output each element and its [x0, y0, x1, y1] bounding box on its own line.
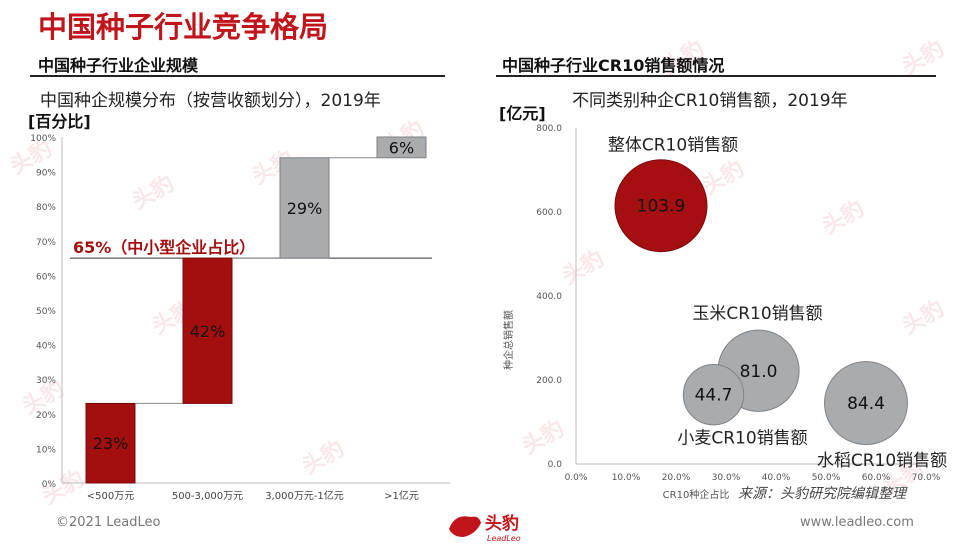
bubble: [824, 361, 908, 446]
waterfall-bar: [182, 257, 233, 404]
waterfall-chart: 23% 42% 29% 6% 0% 10% 20% 30% 40% 50% 60% 70% 80% 90…: [30, 134, 450, 502]
bubble: [682, 364, 745, 426]
bubble-x-tick: 50.0%: [812, 473, 841, 483]
leadleo-logo: 头豹 LeadLeo: [445, 505, 535, 549]
left-section-title: 中国种子行业企业规模: [38, 56, 199, 75]
bubble-xlabel: CR10种企占比: [663, 488, 730, 501]
waterfall-x-tick: 500-3,000万元: [172, 491, 243, 502]
bubble: [614, 159, 708, 253]
waterfall-y-tick: 60%: [36, 272, 56, 282]
bubble-x-tick: 60.0%: [862, 473, 891, 483]
waterfall-bar: [376, 136, 427, 159]
bubble-y-tick: 600.0: [536, 208, 562, 218]
waterfall-x-tick: >1亿元: [384, 489, 419, 502]
bubble-name-label: 玉米CR10销售额: [692, 304, 822, 324]
bubble-x-tick: 40.0%: [762, 473, 791, 483]
bubble-name-label: 小麦CR10销售额: [677, 429, 807, 449]
waterfall-y-tick: 80%: [36, 203, 56, 213]
bubble-y-tick: 0.0: [548, 460, 563, 470]
waterfall-x-tick: 3,000万元-1亿元: [265, 489, 344, 502]
leopard-icon: [449, 516, 481, 537]
right-chart-subtitle: 不同类别种企CR10销售额，2019年: [572, 91, 848, 111]
watermark-text: 头豹: [897, 36, 949, 80]
bubble-value-label: 81.0: [740, 362, 778, 382]
source-note: 来源：头豹研究院编辑整理: [738, 486, 906, 502]
right-section-rule: [496, 75, 936, 77]
waterfall-y-tick: 70%: [36, 238, 56, 248]
left-chart-unit: [百分比]: [28, 112, 91, 131]
left-chart-subtitle: 中国种企规模分布（按营收额划分），2019年: [40, 91, 381, 111]
waterfall-y-tick: 10%: [36, 445, 56, 455]
bubble-x-tick: 10.0%: [612, 473, 641, 483]
right-chart-unit: [亿元]: [499, 104, 546, 123]
bubble-x-tick: 20.0%: [662, 473, 691, 483]
waterfall-bar: [85, 402, 136, 484]
bubble-value-label: 103.9: [637, 197, 686, 217]
bubble-x-tick: 70.0%: [912, 473, 941, 483]
bubble-value-label: 44.7: [695, 386, 733, 406]
bubble-y-tick: 400.0: [536, 292, 562, 302]
bubble-y-tick: 200.0: [536, 376, 562, 386]
waterfall-bar: [279, 157, 330, 259]
bubble-y-tick: 800.0: [536, 124, 562, 134]
bubble-x-tick: 30.0%: [712, 473, 741, 483]
waterfall-data-label: 6%: [389, 138, 414, 157]
bubble-name-label: 水稻CR10销售额: [817, 451, 947, 471]
waterfall-y-tick: 100%: [30, 134, 56, 144]
waterfall-y-tick: 30%: [36, 376, 56, 386]
waterfall-y-tick: 20%: [36, 411, 56, 421]
bubble-value-label: 84.4: [847, 394, 885, 414]
page-title: 中国种子行业竞争格局: [38, 10, 329, 44]
waterfall-x-tick: <500万元: [87, 491, 134, 502]
waterfall-y-tick: 50%: [36, 307, 56, 317]
waterfall-data-label: 42%: [190, 322, 226, 341]
waterfall-y-tick: 40%: [36, 342, 56, 352]
bubble-name-label: 整体CR10销售额: [608, 136, 738, 156]
waterfall-y-tick: 0%: [42, 480, 57, 490]
right-section-title: 中国种子行业CR10销售额情况: [502, 56, 725, 75]
waterfall-data-label: 23%: [93, 434, 129, 453]
left-section-rule: [30, 75, 445, 77]
logo-text: 头豹: [485, 513, 519, 534]
waterfall-data-label: 29%: [287, 199, 323, 218]
waterfall-annotation: 65%（中小型企业占比）: [73, 238, 255, 257]
bubble-ylabel: 种企总销售额: [502, 310, 515, 370]
bubble-chart: 0.0 200.0 400.0 600.0 800.0 0.0% 10.0% 20.0% 30…: [502, 124, 947, 501]
footer-copyright: ©2021 LeadLeo: [56, 515, 161, 530]
logo-subtext: LeadLeo: [487, 534, 521, 543]
footer-website: www.leadleo.com: [800, 515, 914, 530]
waterfall-y-tick: 90%: [36, 169, 56, 179]
bubble-x-tick: 0.0%: [565, 473, 588, 483]
